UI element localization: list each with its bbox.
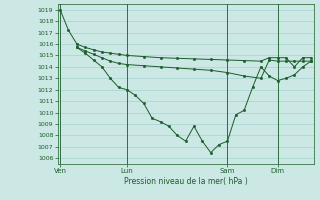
X-axis label: Pression niveau de la mer( hPa ): Pression niveau de la mer( hPa ) xyxy=(124,177,247,186)
